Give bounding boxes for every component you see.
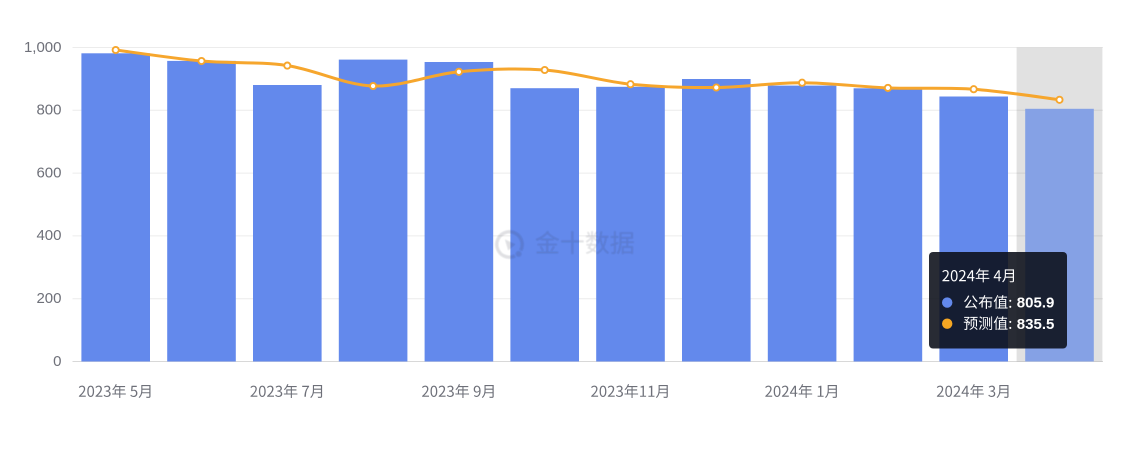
svg-text:400: 400 [36,227,61,244]
svg-text:805.9: 805.9 [1017,295,1055,312]
svg-text:600: 600 [36,164,61,181]
svg-text:800: 800 [36,102,61,119]
svg-text:1,000: 1,000 [24,39,62,56]
svg-text:200: 200 [36,290,61,307]
svg-text:835.5: 835.5 [1017,316,1055,333]
svg-text:0: 0 [53,353,61,370]
